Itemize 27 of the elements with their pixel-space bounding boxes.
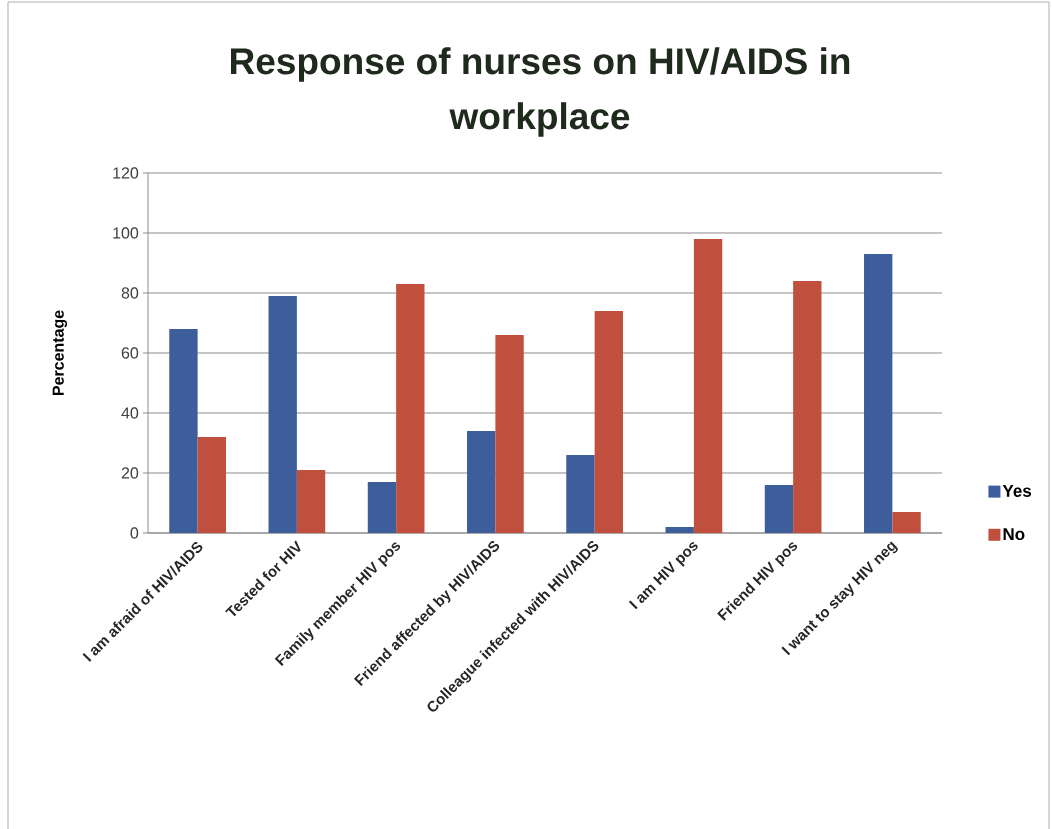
bar xyxy=(495,335,524,533)
bar xyxy=(296,470,326,533)
y-tick-label: 120 xyxy=(113,167,139,179)
bar xyxy=(665,527,694,533)
chart-title: Response of nurses on HIV/AIDS in workplace xyxy=(231,47,850,137)
y-tick-label: 0 xyxy=(130,527,139,539)
bar xyxy=(268,296,297,533)
y-tick-label: 40 xyxy=(121,407,139,419)
bar xyxy=(367,482,397,533)
y-axis-title: Percentage xyxy=(52,310,68,396)
bar xyxy=(693,239,723,533)
y-tick-label: 60 xyxy=(121,347,139,359)
legend-label: No xyxy=(1003,528,1025,541)
bar xyxy=(467,431,496,533)
y-tick-label: 80 xyxy=(121,287,139,299)
bar xyxy=(764,485,794,533)
bar xyxy=(594,311,623,533)
legend-label: Yes xyxy=(1002,485,1032,497)
bar xyxy=(566,455,595,533)
y-tick-label: 100 xyxy=(113,227,139,239)
bar xyxy=(793,281,822,533)
bar xyxy=(169,329,198,533)
bar xyxy=(197,437,226,533)
y-tick-label: 20 xyxy=(121,467,139,479)
bar xyxy=(864,254,893,533)
bar xyxy=(892,512,921,533)
bar xyxy=(396,284,425,533)
